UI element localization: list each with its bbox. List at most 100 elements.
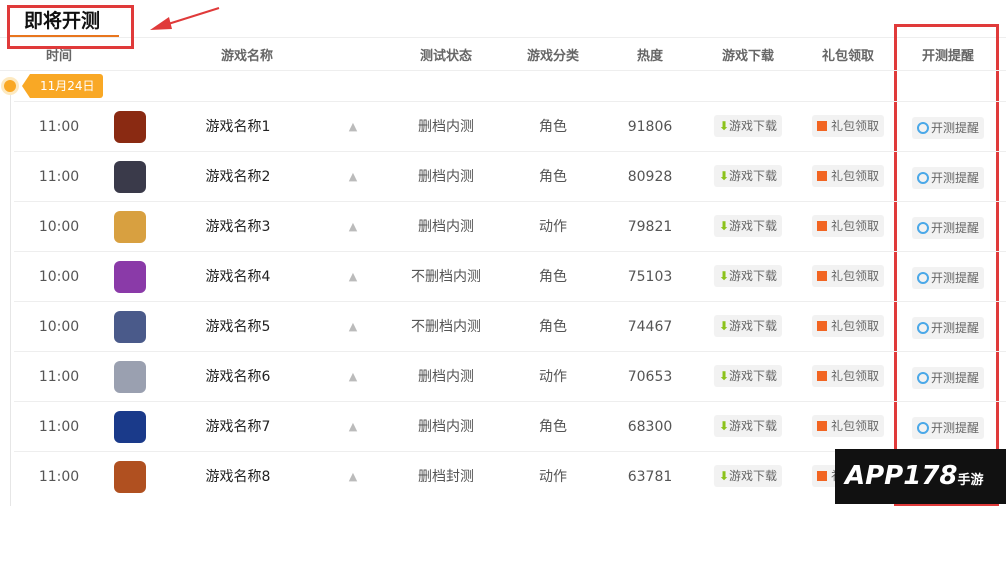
game-icon[interactable] — [114, 311, 146, 343]
test-status: 删档内测 — [418, 419, 474, 435]
android-icon: ▲ — [348, 220, 358, 233]
download-button[interactable]: ⬇游戏下载 — [713, 415, 783, 437]
download-button[interactable]: ⬇游戏下载 — [713, 215, 783, 237]
table-row: 11:00 游戏名称2 ▲ 删档内测 角色 80928 ⬇游戏下载 礼包领取 开… — [14, 151, 1006, 201]
remind-button[interactable]: 开测提醒 — [911, 267, 985, 289]
gift-icon — [816, 121, 827, 131]
check-icon — [916, 122, 929, 134]
time: 10:00 — [38, 319, 80, 335]
game-name[interactable]: 游戏名称2 — [205, 169, 271, 185]
time: 11:00 — [38, 369, 80, 385]
time: 11:00 — [38, 469, 80, 485]
game-name[interactable]: 游戏名称1 — [205, 119, 271, 135]
column-header: 热度 — [636, 49, 664, 64]
test-status: 不删档内测 — [411, 269, 481, 285]
gift-button[interactable]: 礼包领取 — [811, 165, 885, 187]
column-header: 游戏分类 — [526, 49, 580, 64]
check-icon — [916, 222, 929, 234]
game-name[interactable]: 游戏名称3 — [205, 219, 271, 235]
column-header: 开测提醒 — [921, 49, 975, 64]
watermark-logo: APP178手游网.com — [835, 449, 1006, 547]
test-status: 删档内测 — [418, 369, 474, 385]
download-icon: ⬇ — [718, 369, 730, 383]
table-row: 10:00 游戏名称4 ▲ 不删档内测 角色 75103 ⬇游戏下载 礼包领取 … — [14, 251, 1006, 301]
download-icon: ⬇ — [718, 319, 730, 333]
time: 11:00 — [38, 419, 80, 435]
gift-button[interactable]: 礼包领取 — [811, 115, 885, 137]
table-row: 11:00 游戏名称6 ▲ 删档内测 动作 70653 ⬇游戏下载 礼包领取 开… — [14, 351, 1006, 401]
time: 11:00 — [38, 169, 80, 185]
download-button[interactable]: ⬇游戏下载 — [713, 265, 783, 287]
android-icon: ▲ — [348, 120, 358, 133]
column-header: 测试状态 — [419, 49, 473, 64]
heat: 63781 — [627, 469, 673, 485]
gift-icon — [816, 371, 827, 381]
download-button[interactable]: ⬇游戏下载 — [713, 115, 783, 137]
category: 角色 — [539, 169, 567, 185]
gift-button[interactable]: 礼包领取 — [811, 215, 885, 237]
remind-button[interactable]: 开测提醒 — [911, 167, 985, 189]
remind-button[interactable]: 开测提醒 — [911, 417, 985, 439]
game-icon[interactable] — [114, 411, 146, 443]
remind-button[interactable]: 开测提醒 — [911, 367, 985, 389]
gift-icon — [816, 271, 827, 281]
game-name[interactable]: 游戏名称8 — [205, 469, 271, 485]
category: 动作 — [539, 369, 567, 385]
gift-icon — [816, 321, 827, 331]
column-header: 礼包领取 — [821, 49, 875, 64]
column-header: 游戏下载 — [721, 49, 775, 64]
table-row: 10:00 游戏名称3 ▲ 删档内测 动作 79821 ⬇游戏下载 礼包领取 开… — [14, 201, 1006, 251]
category: 角色 — [539, 419, 567, 435]
test-status: 不删档内测 — [411, 319, 481, 335]
table-row: 11:00 游戏名称7 ▲ 删档内测 角色 68300 ⬇游戏下载 礼包领取 开… — [14, 401, 1006, 451]
table-row: 10:00 游戏名称5 ▲ 不删档内测 角色 74467 ⬇游戏下载 礼包领取 … — [14, 301, 1006, 351]
download-button[interactable]: ⬇游戏下载 — [713, 165, 783, 187]
category: 角色 — [539, 319, 567, 335]
category: 角色 — [539, 269, 567, 285]
category: 动作 — [539, 219, 567, 235]
remind-button[interactable]: 开测提醒 — [911, 217, 985, 239]
gift-button[interactable]: 礼包领取 — [811, 265, 885, 287]
android-icon: ▲ — [348, 420, 358, 433]
divider — [0, 70, 1006, 71]
check-icon — [916, 372, 929, 384]
annotation-arrow-icon — [150, 7, 220, 30]
game-icon[interactable] — [114, 161, 146, 193]
download-icon: ⬇ — [718, 419, 730, 433]
timeline-dot — [4, 80, 16, 92]
column-header: 时间 — [45, 49, 73, 64]
download-button[interactable]: ⬇游戏下载 — [713, 365, 783, 387]
download-button[interactable]: ⬇游戏下载 — [713, 315, 783, 337]
download-button[interactable]: ⬇游戏下载 — [713, 465, 783, 487]
download-icon: ⬇ — [718, 269, 730, 283]
heat: 80928 — [627, 169, 673, 185]
game-icon[interactable] — [114, 261, 146, 293]
gift-button[interactable]: 礼包领取 — [811, 365, 885, 387]
remind-button[interactable]: 开测提醒 — [911, 317, 985, 339]
game-icon[interactable] — [114, 461, 146, 493]
remind-button[interactable]: 开测提醒 — [911, 117, 985, 139]
heat: 68300 — [627, 419, 673, 435]
test-status: 删档内测 — [418, 169, 474, 185]
game-icon[interactable] — [114, 211, 146, 243]
time: 10:00 — [38, 269, 80, 285]
game-name[interactable]: 游戏名称6 — [205, 369, 271, 385]
game-icon[interactable] — [114, 361, 146, 393]
test-status: 删档封测 — [418, 469, 474, 485]
game-icon[interactable] — [114, 111, 146, 143]
check-icon — [916, 322, 929, 334]
date-label: 11月24日 — [22, 74, 103, 98]
android-icon: ▲ — [348, 470, 358, 483]
gift-button[interactable]: 礼包领取 — [811, 315, 885, 337]
gift-icon — [816, 421, 827, 431]
game-name[interactable]: 游戏名称5 — [205, 319, 271, 335]
android-icon: ▲ — [348, 320, 358, 333]
check-icon — [916, 422, 929, 434]
game-name[interactable]: 游戏名称4 — [205, 269, 271, 285]
gift-button[interactable]: 礼包领取 — [811, 415, 885, 437]
time: 11:00 — [38, 119, 80, 135]
annotation-box-title — [7, 5, 134, 49]
check-icon — [916, 172, 929, 184]
game-name[interactable]: 游戏名称7 — [205, 419, 271, 435]
table-row: 11:00 游戏名称1 ▲ 删档内测 角色 91806 ⬇游戏下载 礼包领取 开… — [14, 101, 1006, 151]
